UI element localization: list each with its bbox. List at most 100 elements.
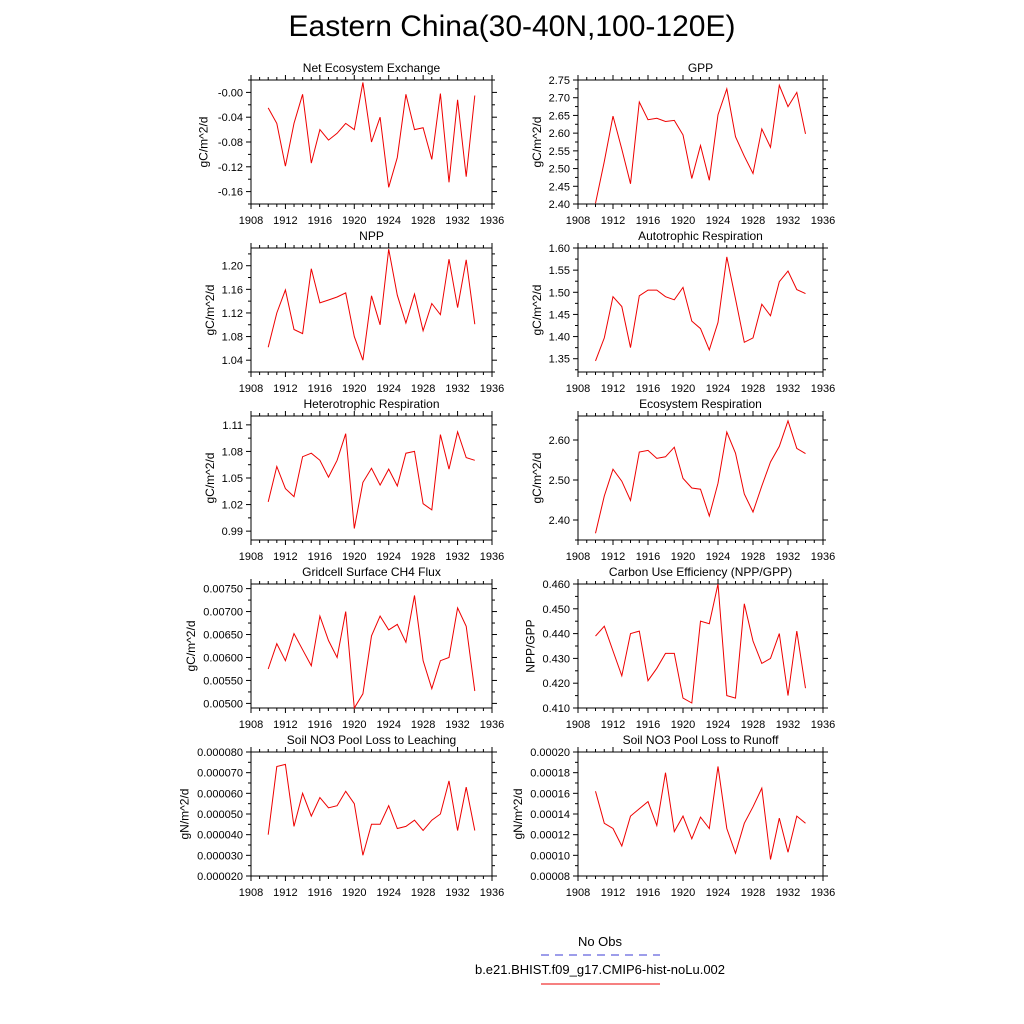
x-tick-label: 1920 [342, 383, 366, 395]
x-tick-label: 1932 [776, 887, 800, 899]
x-tick-label: 1920 [671, 215, 695, 227]
x-tick-label: 1928 [741, 887, 765, 899]
x-tick-label: 1920 [342, 215, 366, 227]
series-line [267, 430, 475, 529]
x-tick-label: 1932 [445, 215, 469, 227]
y-tick-label: 0.00008 [530, 871, 570, 883]
y-tick-label: 0.000040 [197, 830, 243, 842]
y-tick-label: 1.60 [549, 243, 570, 255]
y-tick-label: 2.50 [549, 475, 570, 487]
y-tick-label: 1.02 [222, 500, 243, 512]
x-tick-label: 1912 [601, 551, 625, 563]
x-tick-label: 1936 [480, 551, 504, 563]
y-tick-label: 0.000080 [197, 747, 243, 759]
x-tick-label: 1928 [411, 215, 435, 227]
x-tick-label: 1908 [239, 551, 263, 563]
y-axis-label: gC/m^2/d [203, 285, 217, 336]
y-tick-label: -0.00 [218, 87, 243, 99]
y-tick-label: 1.11 [222, 420, 243, 432]
x-tick-label: 1912 [273, 887, 297, 899]
y-tick-label: 0.00018 [530, 768, 570, 780]
y-tick-label: 1.08 [222, 446, 243, 458]
chart-panel-2: 1908 1912 1916 1920 1924 1928 1932 1936 2.40 2.45… [530, 61, 835, 227]
plot-frame [250, 751, 493, 877]
y-tick-label: 0.00750 [203, 584, 243, 596]
x-tick-label: 1908 [239, 719, 263, 731]
y-tick-label: -0.04 [218, 112, 243, 124]
chart-panel-9: 1908 1912 1916 1920 1924 1928 1932 1936 0.000020… [178, 733, 505, 899]
x-tick-label: 1932 [445, 551, 469, 563]
plot-frame [577, 247, 824, 373]
series-line [267, 82, 476, 188]
plot-frame [577, 751, 824, 877]
x-tick-label: 1916 [636, 383, 660, 395]
x-tick-label: 1920 [671, 719, 695, 731]
series-line [595, 766, 806, 860]
y-tick-label: 2.70 [549, 93, 570, 105]
y-tick-label: 2.60 [549, 128, 570, 140]
y-tick-label: 0.460 [542, 579, 570, 591]
x-tick-label: 1916 [308, 215, 332, 227]
y-tick-label: 2.75 [549, 75, 570, 87]
x-tick-label: 1924 [706, 215, 730, 227]
x-tick-label: 1912 [273, 551, 297, 563]
series-line [595, 83, 806, 204]
y-tick-label: 2.60 [549, 435, 570, 447]
x-tick-label: 1912 [601, 887, 625, 899]
x-tick-label: 1920 [342, 887, 366, 899]
x-tick-label: 1916 [308, 719, 332, 731]
y-axis-label: gC/m^2/d [184, 621, 198, 672]
x-tick-label: 1936 [811, 719, 835, 731]
chart-panel-5: 1908 1912 1916 1920 1924 1928 1932 1936 0.99 1.02… [203, 397, 504, 563]
x-tick-label: 1924 [706, 887, 730, 899]
x-tick-label: 1936 [811, 383, 835, 395]
x-tick-label: 1924 [706, 551, 730, 563]
panel-title: Heterotrophic Respiration [303, 397, 439, 411]
series-line [595, 583, 806, 704]
y-axis-label: gC/m^2/d [530, 453, 544, 504]
y-tick-label: 2.40 [549, 199, 570, 211]
x-tick-label: 1924 [376, 719, 400, 731]
y-tick-label: 1.50 [549, 287, 570, 299]
page-title: Eastern China(30-40N,100-120E) [288, 10, 736, 43]
x-tick-label: 1908 [239, 215, 263, 227]
x-tick-label: 1928 [741, 215, 765, 227]
panel-title: Ecosystem Respiration [639, 397, 762, 411]
x-tick-label: 1916 [308, 383, 332, 395]
series-line [595, 256, 806, 362]
x-tick-label: 1928 [741, 719, 765, 731]
y-tick-label: 1.40 [549, 332, 570, 344]
x-tick-label: 1932 [776, 383, 800, 395]
y-tick-label: 2.55 [549, 146, 570, 158]
y-tick-label: 1.08 [222, 332, 243, 344]
x-tick-label: 1920 [342, 719, 366, 731]
x-tick-label: 1936 [480, 215, 504, 227]
x-tick-label: 1920 [671, 551, 695, 563]
x-tick-label: 1932 [776, 215, 800, 227]
y-tick-label: 1.35 [549, 354, 570, 366]
legend-case-label: b.e21.BHIST.f09_g17.CMIP6-hist-noLu.002 [474, 962, 726, 977]
y-tick-label: 0.00012 [530, 830, 570, 842]
chart-panel-6: 1908 1912 1916 1920 1924 1928 1932 1936 2.40 2.50… [530, 397, 835, 563]
plot-frame [577, 415, 824, 541]
y-axis-label: gN/m^2/d [511, 789, 525, 840]
y-tick-label: 0.00020 [530, 747, 570, 759]
x-tick-label: 1912 [273, 719, 297, 731]
plot-frame [577, 79, 824, 205]
x-tick-label: 1916 [636, 551, 660, 563]
x-tick-label: 1928 [741, 551, 765, 563]
series-line [267, 249, 476, 361]
x-tick-label: 1912 [601, 215, 625, 227]
x-tick-label: 1908 [566, 383, 590, 395]
y-tick-label: 0.410 [542, 703, 570, 715]
x-tick-label: 1920 [342, 551, 366, 563]
x-tick-label: 1924 [376, 551, 400, 563]
y-tick-label: 2.40 [549, 515, 570, 527]
y-tick-label: 0.00016 [530, 788, 570, 800]
plot-frame [250, 415, 493, 541]
panel-title: GPP [688, 61, 713, 75]
y-tick-label: 0.000060 [197, 788, 243, 800]
y-tick-label: 0.000030 [197, 850, 243, 862]
y-axis-label: gC/m^2/d [530, 117, 544, 168]
y-tick-label: -0.16 [218, 187, 243, 199]
